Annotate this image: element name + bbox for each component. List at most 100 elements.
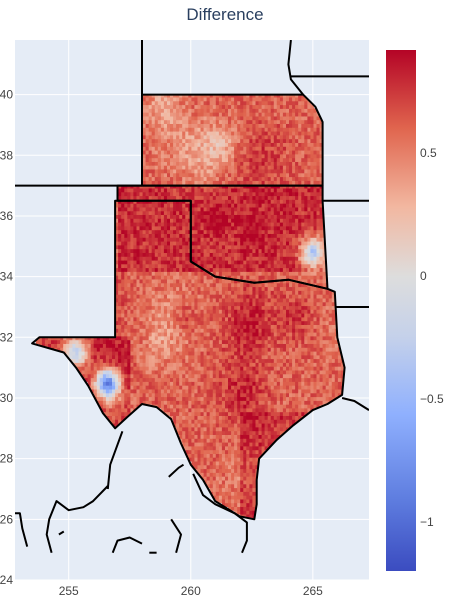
heatmap-cell	[163, 225, 168, 231]
heatmap-cell	[255, 153, 260, 159]
heatmap-cell	[246, 108, 250, 113]
heatmap-cell	[200, 104, 205, 109]
heatmap-cell	[176, 172, 180, 178]
heatmap-cell	[188, 396, 192, 401]
heatmap-cell	[163, 252, 168, 257]
heatmap-cell	[206, 332, 211, 337]
heatmap-cell	[218, 225, 223, 231]
heatmap-cell	[243, 309, 247, 314]
heatmap-cell	[167, 195, 171, 200]
heatmap-cell	[234, 127, 238, 132]
heatmap-cell	[252, 256, 257, 261]
heatmap-cell	[218, 108, 223, 113]
heatmap-cell	[228, 267, 232, 272]
heatmap-cell	[90, 385, 95, 390]
heatmap-cell	[127, 347, 131, 352]
heatmap-cell	[167, 328, 171, 333]
heatmap-cell	[188, 430, 192, 435]
heatmap-cell	[194, 351, 199, 356]
heatmap-cell	[215, 229, 220, 234]
heatmap-cell	[200, 385, 205, 390]
heatmap-cell	[218, 294, 223, 299]
heatmap-cell	[209, 434, 214, 439]
heatmap-cell	[234, 354, 238, 360]
heatmap-cell	[142, 351, 147, 356]
heatmap-cell	[206, 229, 211, 234]
heatmap-cell	[246, 199, 250, 204]
heatmap-cell	[231, 316, 235, 322]
heatmap-cell	[194, 320, 199, 325]
heatmap-cell	[124, 282, 128, 288]
heatmap-cell	[252, 199, 257, 204]
heatmap-cell	[225, 377, 229, 382]
heatmap-cell	[170, 237, 174, 242]
heatmap-cell	[148, 112, 153, 117]
heatmap-cell	[136, 244, 141, 250]
heatmap-cell	[203, 222, 208, 227]
heatmap-cell	[84, 339, 89, 344]
heatmap-cell	[255, 214, 260, 219]
heatmap-cell	[151, 256, 156, 261]
heatmap-cell	[191, 153, 196, 159]
heatmap-cell	[234, 214, 238, 219]
heatmap-cell	[185, 449, 189, 454]
heatmap-cell	[200, 343, 205, 348]
heatmap-cell	[176, 210, 180, 215]
heatmap-cell	[167, 104, 171, 109]
heatmap-cell	[237, 400, 241, 405]
heatmap-cell	[191, 392, 196, 398]
heatmap-cell	[206, 138, 211, 143]
heatmap-cell	[93, 351, 98, 356]
heatmap-cell	[212, 332, 217, 337]
heatmap-cell	[124, 286, 128, 291]
heatmap-cell	[206, 267, 211, 272]
heatmap-cell	[231, 347, 235, 352]
heatmap-cell	[228, 305, 232, 310]
heatmap-cell	[231, 426, 235, 432]
heatmap-cell	[203, 115, 208, 121]
heatmap-cell	[185, 206, 189, 212]
heatmap-cell	[215, 305, 220, 310]
heatmap-cell	[246, 407, 250, 413]
heatmap-cell	[237, 172, 241, 178]
heatmap-cell	[133, 396, 138, 401]
heatmap-cell	[225, 442, 229, 447]
heatmap-cell	[93, 381, 98, 386]
heatmap-cell	[130, 335, 135, 341]
heatmap-cell	[215, 407, 220, 413]
heatmap-cell	[142, 392, 147, 398]
heatmap-cell	[206, 203, 211, 208]
heatmap-cell	[127, 233, 131, 238]
heatmap-cell	[173, 142, 177, 147]
heatmap-cell	[191, 203, 196, 208]
heatmap-cell	[237, 94, 241, 98]
heatmap-cell	[188, 328, 192, 333]
heatmap-cell	[127, 400, 131, 405]
heatmap-cell	[63, 339, 67, 344]
heatmap-cell	[228, 275, 232, 280]
heatmap-cell	[249, 514, 254, 519]
heatmap-cell	[200, 282, 205, 288]
heatmap-cell	[176, 369, 180, 375]
heatmap-cell	[237, 479, 241, 485]
heatmap-cell	[243, 187, 247, 193]
heatmap-cell	[96, 392, 101, 398]
heatmap-cell	[252, 210, 257, 215]
heatmap-cell	[252, 351, 257, 356]
heatmap-cell	[249, 453, 254, 458]
heatmap-cell	[240, 347, 244, 352]
heatmap-cell	[240, 423, 244, 428]
heatmap-cell	[246, 157, 250, 162]
heatmap-cell	[249, 233, 254, 238]
heatmap-cell	[243, 495, 247, 500]
heatmap-cell	[173, 343, 177, 348]
heatmap-cell	[218, 464, 223, 470]
heatmap-cell	[252, 248, 257, 253]
heatmap-cell	[228, 286, 232, 291]
heatmap-cell	[157, 225, 162, 231]
heatmap-cell	[170, 206, 174, 212]
heatmap-cell	[267, 271, 272, 276]
heatmap-cell	[197, 426, 202, 432]
heatmap-cell	[231, 309, 235, 314]
heatmap-cell	[118, 222, 122, 227]
